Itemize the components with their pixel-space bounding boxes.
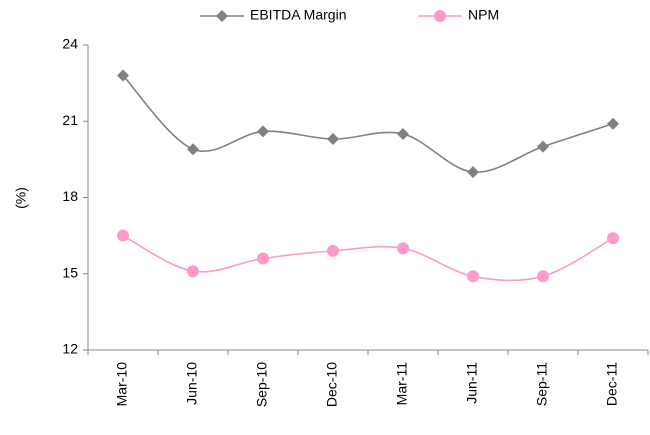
data-point	[257, 252, 269, 265]
legend-marker	[216, 10, 228, 22]
x-tick-label: Sep-10	[254, 362, 270, 407]
data-point	[397, 127, 409, 140]
legend-label: EBITDA Margin	[250, 7, 346, 23]
data-point	[607, 117, 619, 130]
x-tick-label: Dec-10	[324, 362, 340, 407]
data-point	[467, 270, 479, 283]
y-tick-label: 15	[62, 264, 78, 280]
x-tick-label: Dec-11	[604, 362, 620, 406]
data-point	[257, 125, 269, 138]
x-tick-label: Jun-11	[464, 362, 480, 404]
y-tick-label: 21	[62, 112, 78, 128]
y-tick-label: 24	[62, 36, 78, 52]
legend-label: NPM	[468, 7, 499, 23]
data-point	[187, 265, 199, 278]
data-point	[327, 244, 339, 257]
data-point	[327, 133, 339, 146]
data-point	[537, 140, 549, 153]
x-tick-label: Mar-11	[394, 362, 410, 406]
series-line	[122, 234, 614, 282]
legend-marker	[434, 10, 446, 22]
y-tick-label: 12	[62, 341, 78, 357]
data-point	[117, 69, 129, 82]
y-tick-label: 18	[62, 188, 78, 204]
data-point	[187, 143, 199, 156]
y-axis-label: (%)	[13, 187, 29, 209]
x-tick-label: Jun-10	[184, 362, 200, 405]
data-point	[467, 166, 479, 179]
x-tick-label: Sep-11	[534, 362, 550, 406]
data-point	[117, 229, 129, 242]
series-line	[122, 74, 614, 173]
data-point	[397, 242, 409, 255]
data-point	[537, 270, 549, 283]
x-tick-label: Mar-10	[114, 362, 130, 407]
data-point	[607, 232, 619, 245]
